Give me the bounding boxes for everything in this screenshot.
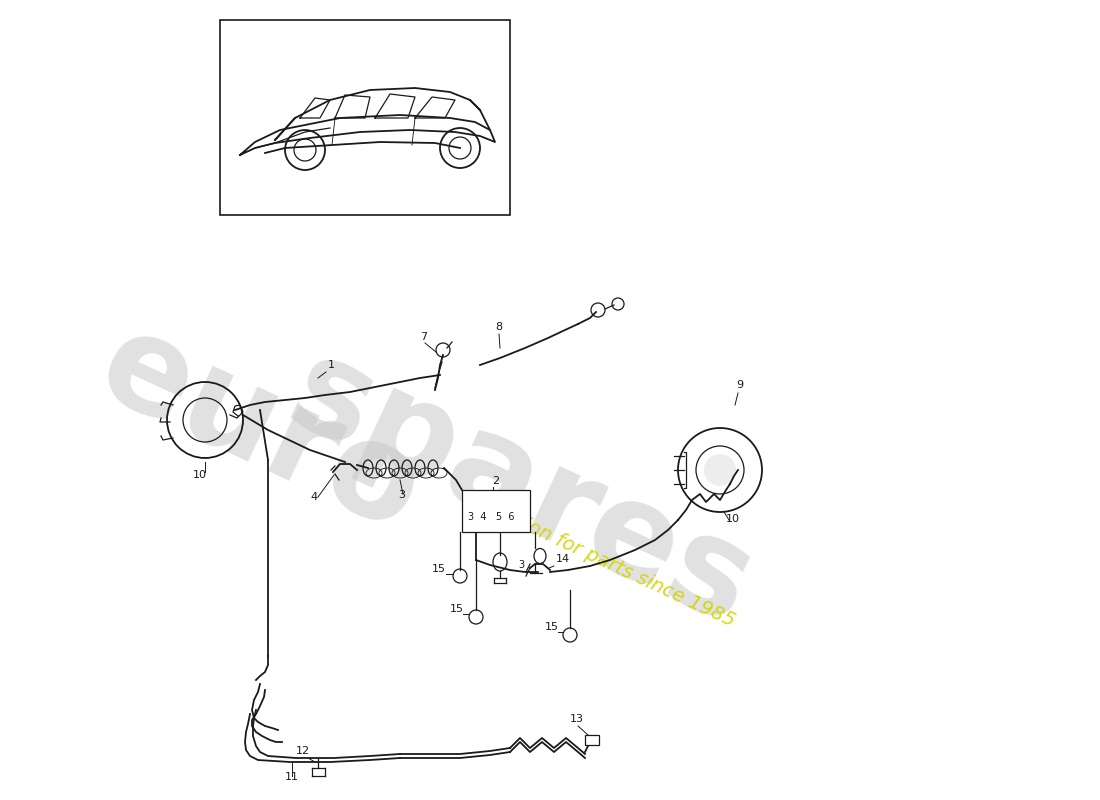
- Text: 4: 4: [310, 492, 317, 502]
- Text: 11: 11: [285, 772, 299, 782]
- Text: 2: 2: [492, 476, 499, 486]
- Text: 15: 15: [544, 622, 559, 632]
- Text: 10: 10: [726, 514, 740, 524]
- Text: 10: 10: [192, 470, 207, 480]
- Text: euro: euro: [79, 301, 441, 559]
- Bar: [220, 20, 510, 215]
- Text: 12: 12: [296, 746, 310, 756]
- Text: 1: 1: [328, 360, 336, 370]
- Text: 14: 14: [556, 554, 570, 564]
- Text: 15: 15: [432, 564, 446, 574]
- Text: 9: 9: [736, 380, 744, 390]
- Bar: [585, 735, 600, 745]
- Text: 13: 13: [570, 714, 584, 724]
- Text: spares: spares: [268, 328, 771, 652]
- Text: 3: 3: [518, 560, 524, 570]
- Text: 15: 15: [450, 604, 464, 614]
- Circle shape: [704, 454, 736, 486]
- Text: 3: 3: [398, 490, 405, 500]
- Text: a passion for parts since 1985: a passion for parts since 1985: [462, 489, 737, 631]
- Text: 3  4   5  6: 3 4 5 6: [468, 512, 515, 522]
- Text: 8: 8: [495, 322, 502, 332]
- Text: 7: 7: [420, 332, 427, 342]
- Bar: [462, 490, 530, 532]
